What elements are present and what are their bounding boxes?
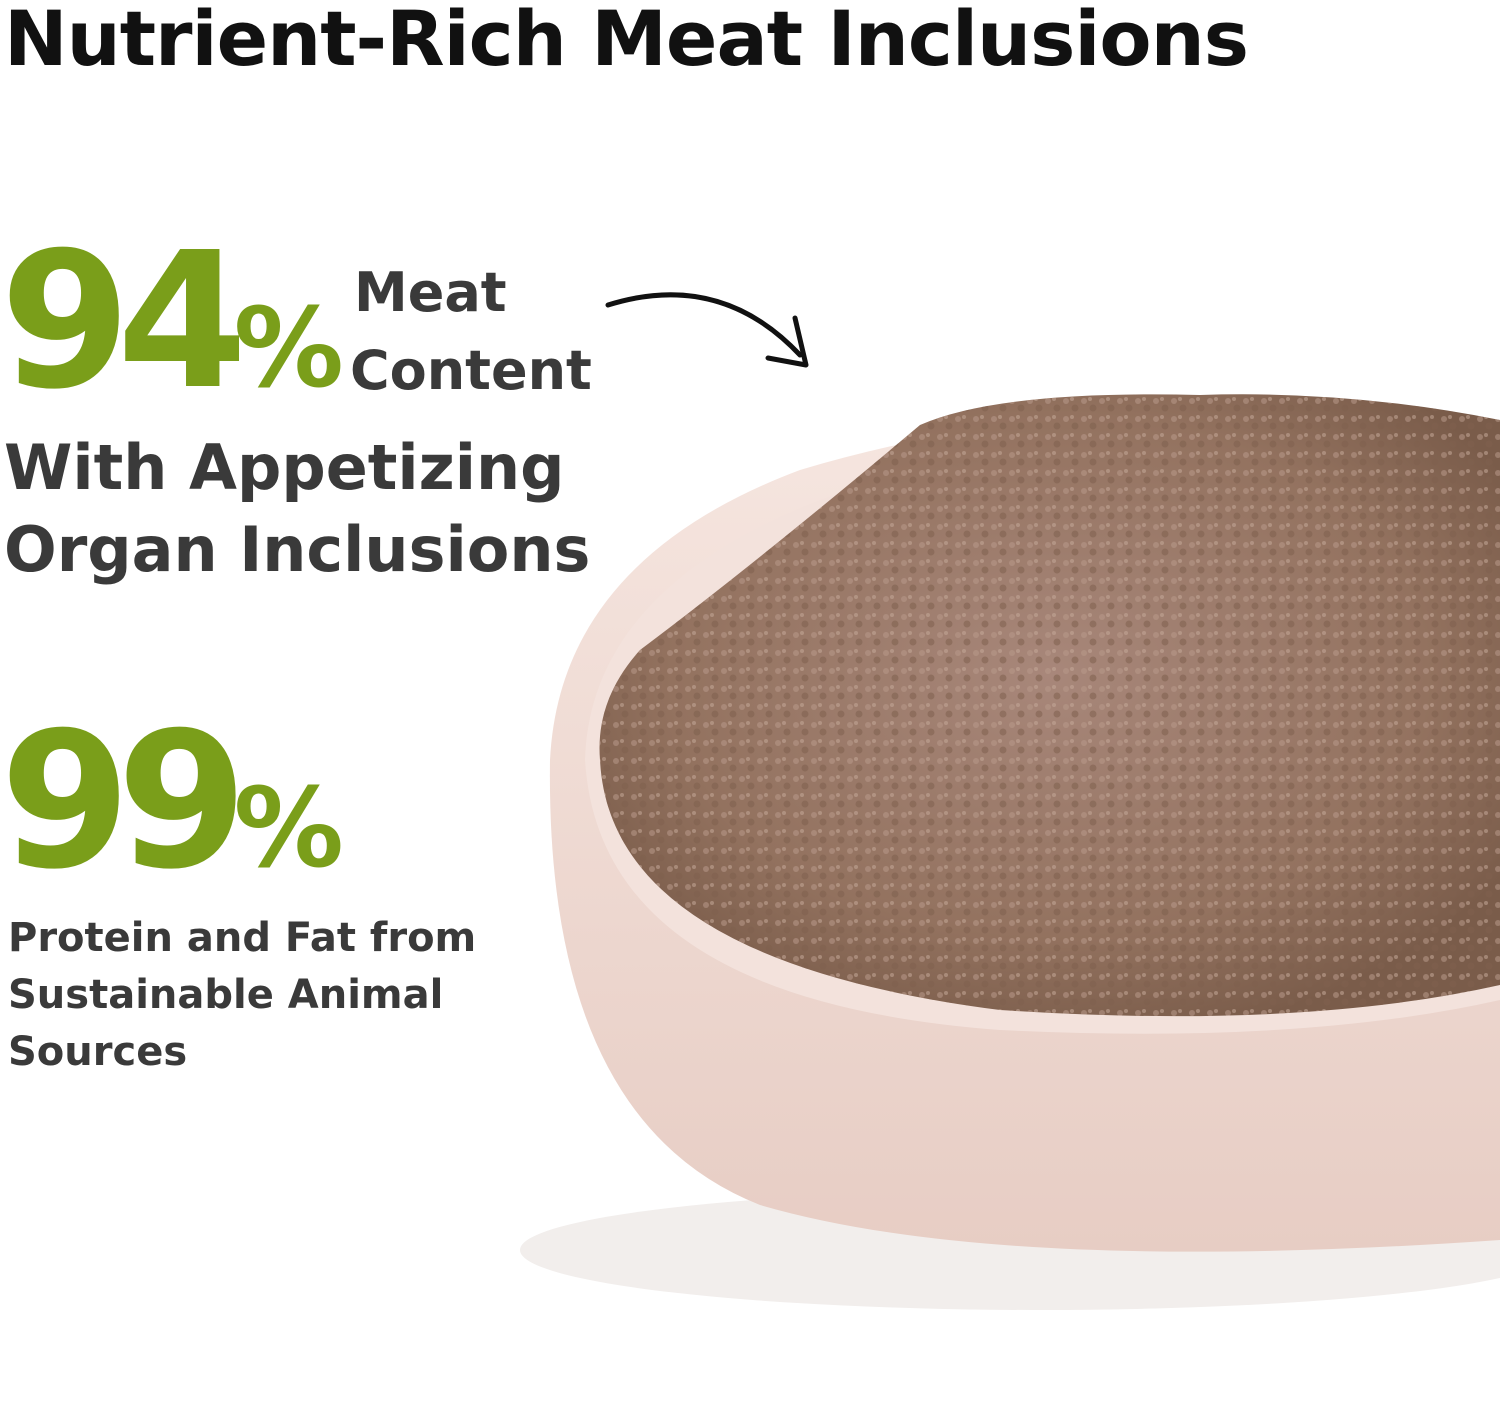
- stat-99-desc-3: Sources: [8, 1029, 188, 1075]
- page-title: Nutrient-Rich Meat Inclusions: [4, 0, 1249, 83]
- stat-99-desc-2: Sustainable Animal: [8, 972, 444, 1018]
- arrow-head: [765, 315, 809, 368]
- stat-99-value: 99: [0, 692, 248, 911]
- percent-sign: %: [233, 764, 344, 892]
- percent-sign: %: [233, 284, 344, 412]
- stat-94-number: 94%: [0, 228, 344, 416]
- stat-94-subtitle-1: With Appetizing: [4, 431, 565, 504]
- curved-arrow-icon: [605, 292, 803, 358]
- stat-99-number: 99%: [0, 708, 344, 896]
- stat-94-label-2: Content: [350, 339, 592, 402]
- stat-94-value: 94: [0, 212, 248, 431]
- stat-94-subtitle-2: Organ Inclusions: [4, 513, 591, 586]
- stat-99-desc-1: Protein and Fat from: [8, 915, 477, 961]
- food-texture: [599, 394, 1500, 1017]
- stat-94-label-1: Meat: [354, 261, 507, 324]
